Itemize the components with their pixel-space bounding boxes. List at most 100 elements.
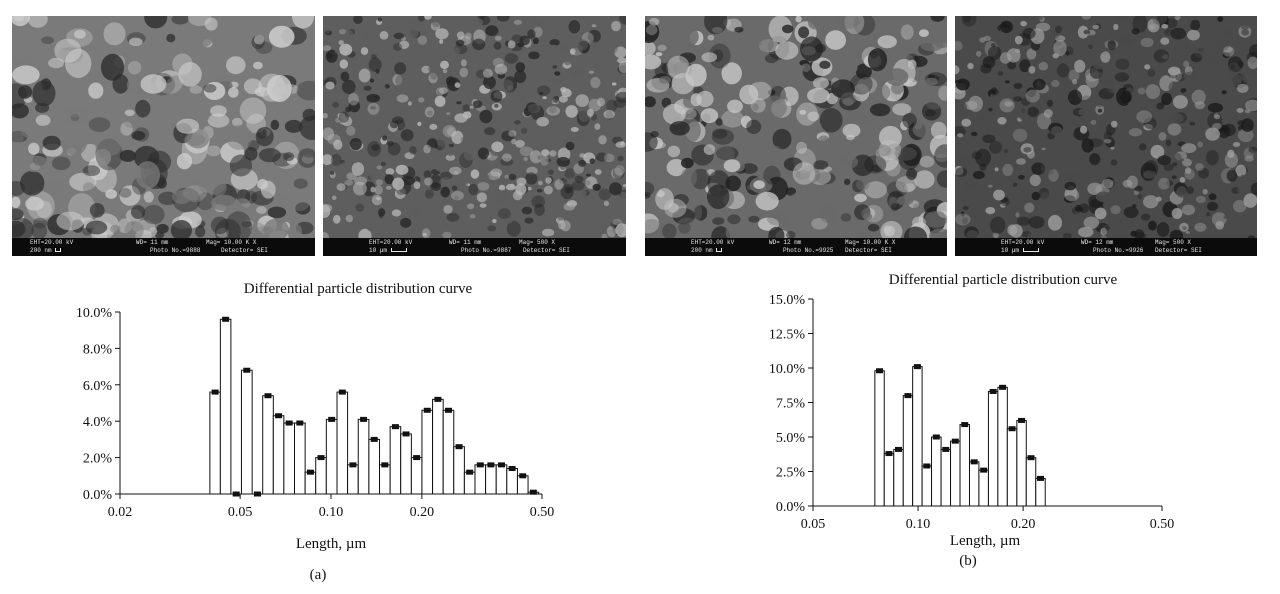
eht-value: EHT=20.00 kV xyxy=(1001,239,1045,246)
eht-value: EHT=20.00 kV xyxy=(369,239,413,246)
histogram-bar xyxy=(950,440,961,507)
data-point-marker xyxy=(895,446,903,452)
eht-value: EHT=20.00 kV xyxy=(691,239,735,246)
x-tick-label: 0.20 xyxy=(410,505,435,520)
x-tick-label: 0.10 xyxy=(319,505,344,520)
data-point-marker xyxy=(466,469,474,475)
histogram-bar xyxy=(1016,419,1027,507)
data-point-marker xyxy=(961,422,969,428)
histogram-bar xyxy=(400,433,412,495)
data-point-marker xyxy=(498,462,506,468)
data-point-marker xyxy=(904,393,912,399)
x-tick-label: 0.20 xyxy=(1011,517,1036,532)
histogram-bar xyxy=(410,457,423,495)
histogram-bar xyxy=(968,461,980,507)
data-point-marker xyxy=(876,368,884,374)
data-point-marker xyxy=(951,438,959,444)
y-tick-label: 7.5% xyxy=(776,397,806,412)
chart-title: Differential particle distribution curve xyxy=(889,272,1118,288)
histogram-bar xyxy=(495,464,508,495)
data-point-marker xyxy=(338,389,346,395)
data-point-marker xyxy=(306,469,314,475)
x-tick-label: 0.50 xyxy=(530,505,555,520)
sem-info-bar: EHT=20.00 kV WD= 12 mm Mag= 500 X 10 µm … xyxy=(955,238,1257,256)
x-axis-label: Length, µm xyxy=(296,536,367,552)
data-point-marker xyxy=(1027,455,1035,461)
data-point-marker xyxy=(349,462,357,468)
data-point-marker xyxy=(232,491,240,497)
histogram-bar xyxy=(485,464,497,495)
data-point-marker xyxy=(211,389,219,395)
y-tick-label: 10.0% xyxy=(76,306,113,321)
detector-value: Detector= SEI xyxy=(221,247,268,254)
histogram-bar xyxy=(453,446,465,495)
data-point-marker xyxy=(360,416,368,422)
histogram-bar xyxy=(893,448,904,507)
data-point-marker xyxy=(222,316,230,322)
sem-info-bar: EHT=20.00 kV WD= 12 mm Mag= 10.00 K X 20… xyxy=(645,238,947,256)
wd-value: WD= 11 mm xyxy=(449,239,482,246)
y-tick-label: 0.0% xyxy=(776,500,806,515)
mag-value: Mag= 10.00 K X xyxy=(206,239,257,246)
histogram-bar xyxy=(357,418,370,495)
scale-bar xyxy=(55,248,62,253)
data-point-marker xyxy=(519,473,527,479)
y-tick-label: 6.0% xyxy=(83,379,113,394)
panel-label: (b) xyxy=(959,553,977,569)
data-point-marker xyxy=(317,455,325,461)
histogram-bar xyxy=(1006,428,1018,507)
histogram-bar xyxy=(506,468,518,495)
data-point-marker xyxy=(1036,475,1044,481)
sem-micrograph-a-high-mag: EHT=20.00 kV WD= 11 mm Mag= 10.00 K X 20… xyxy=(12,16,315,256)
histogram-bar xyxy=(978,469,989,507)
scale-bar-label: 10 µm xyxy=(369,247,407,255)
photo-number: Photo No.=9887 xyxy=(461,247,512,254)
x-tick-label: 0.05 xyxy=(228,505,253,520)
x-tick-label: 0.05 xyxy=(801,517,826,532)
histogram-bar xyxy=(240,369,253,495)
mag-value: Mag= 500 X xyxy=(1155,239,1192,246)
histogram-bar xyxy=(912,366,923,507)
histogram-bar xyxy=(921,465,933,507)
data-point-marker xyxy=(923,463,931,469)
histogram-bar xyxy=(883,453,895,507)
data-point-marker xyxy=(444,407,452,413)
histogram-bar xyxy=(304,471,317,495)
histogram-bar xyxy=(336,391,349,495)
sem-info-bar: EHT=20.00 kV WD= 11 mm Mag= 500 X 10 µm … xyxy=(323,238,626,256)
histogram-bar xyxy=(315,457,327,495)
x-axis-label: Length, µm xyxy=(950,533,1021,549)
y-tick-label: 10.0% xyxy=(769,362,806,377)
scale-bar-label: 200 nm xyxy=(691,247,723,255)
histogram-bar xyxy=(379,464,391,495)
y-tick-label: 2.5% xyxy=(776,466,806,481)
histogram-bar xyxy=(474,464,487,495)
sem-micrograph-a-low-mag: EHT=20.00 kV WD= 11 mm Mag= 500 X 10 µm … xyxy=(323,16,626,256)
data-point-marker xyxy=(455,444,463,450)
detector-value: Detector= SEI xyxy=(1155,247,1202,254)
histogram-bar xyxy=(997,386,1008,507)
histogram-bar xyxy=(874,370,885,507)
micrograph-texture xyxy=(323,16,626,238)
histogram-bar xyxy=(442,409,455,495)
wd-value: WD= 12 mm xyxy=(769,239,802,246)
y-tick-label: 15.0% xyxy=(769,293,806,308)
histogram-bar xyxy=(940,448,952,507)
y-tick-label: 2.0% xyxy=(83,452,113,467)
sem-micrograph-b-high-mag: EHT=20.00 kV WD= 12 mm Mag= 10.00 K X 20… xyxy=(645,16,947,256)
scale-bar-label: 10 µm xyxy=(1001,247,1039,255)
data-point-marker xyxy=(328,416,336,422)
sem-micrograph-b-low-mag: EHT=20.00 kV WD= 12 mm Mag= 500 X 10 µm … xyxy=(955,16,1257,256)
scale-bar xyxy=(1022,248,1039,253)
y-tick-label: 0.0% xyxy=(83,488,113,503)
histogram-bar xyxy=(959,424,970,507)
data-point-marker xyxy=(381,462,389,468)
detector-value: Detector= SEI xyxy=(845,247,892,254)
histogram-bar xyxy=(262,395,274,495)
histogram-bar xyxy=(987,390,999,507)
data-point-marker xyxy=(932,434,940,440)
chart-title: Differential particle distribution curve xyxy=(244,281,473,297)
histogram-bar xyxy=(931,436,942,507)
data-point-marker xyxy=(253,491,261,497)
scale-bar xyxy=(716,248,723,253)
